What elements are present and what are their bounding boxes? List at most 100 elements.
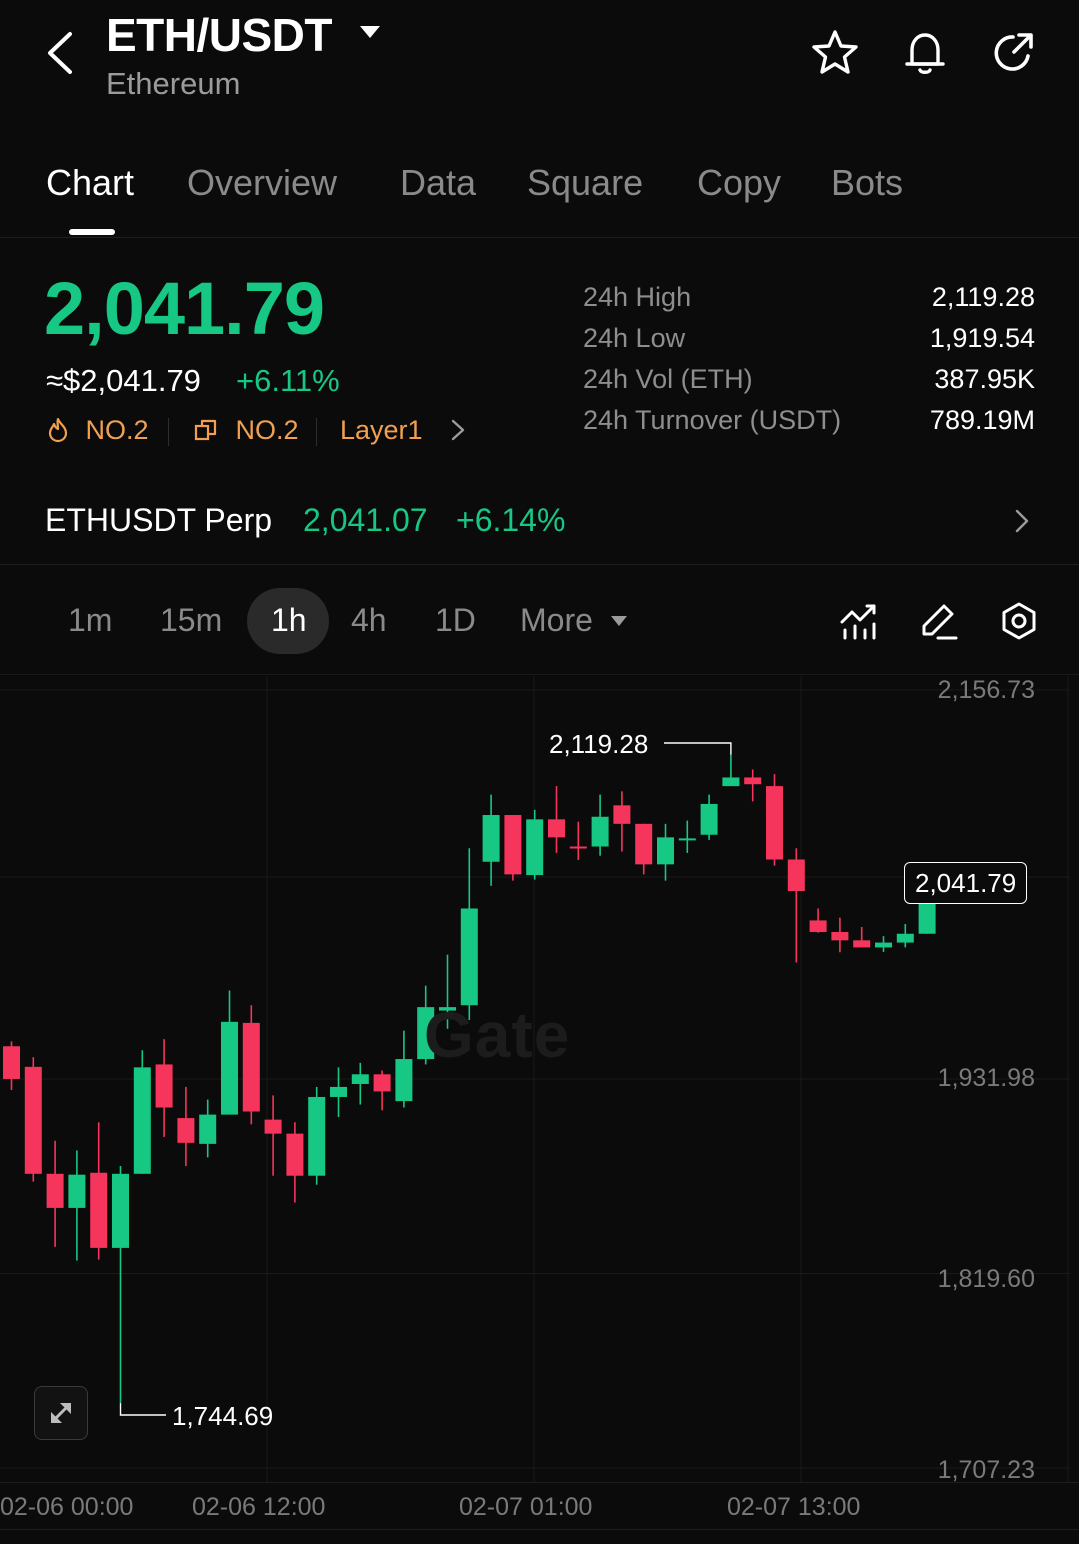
interval-15m[interactable]: 15m [160, 602, 223, 638]
active-interval-pill [247, 588, 329, 654]
share-icon[interactable] [988, 28, 1038, 78]
candle-body [875, 942, 892, 948]
draw-pencil-icon[interactable] [918, 600, 960, 642]
interval-more[interactable]: More [520, 602, 628, 639]
candle-body [700, 803, 718, 835]
interval-1m[interactable]: 1m [68, 602, 113, 638]
stat-vol-value: 387.95K [934, 364, 1035, 394]
y-tick-label: 1,931.98 [937, 1064, 1035, 1092]
chart-canvas [0, 676, 1070, 1482]
interval-1h[interactable]: 1h [271, 602, 307, 638]
candle-body [809, 920, 827, 933]
stat-vol-label: 24h Vol (ETH) [583, 364, 753, 394]
candle-body [264, 1119, 282, 1134]
rank-tag-label: NO.2 [85, 415, 149, 445]
rank-tag-hot[interactable]: NO.2 [46, 415, 149, 446]
indicator-icon[interactable] [838, 600, 880, 642]
candle-body [112, 1173, 129, 1248]
perp-change: +6.14% [456, 502, 566, 538]
candle-body [918, 898, 936, 934]
time-axis: 02-06 00:00 02-06 12:00 02-07 01:00 02-0… [0, 1482, 1079, 1530]
candle-body [526, 819, 544, 876]
perp-name: ETHUSDT Perp [45, 502, 273, 538]
stat-turnover-label: 24h Turnover (USDT) [583, 405, 842, 435]
tab-square[interactable]: Square [527, 162, 644, 203]
candle-body [613, 805, 631, 824]
candle-body [460, 908, 478, 1006]
price-change: +6.11% [236, 363, 340, 398]
tab-overview[interactable]: Overview [187, 162, 338, 203]
pair-title[interactable]: ETH/USDT [106, 9, 333, 61]
pair-name: Ethereum [106, 66, 241, 101]
candle-body [395, 1059, 413, 1102]
candle-body [24, 1066, 42, 1174]
tab-data[interactable]: Data [400, 162, 477, 203]
tab-chart[interactable]: Chart [46, 162, 135, 203]
candle-body [90, 1172, 108, 1248]
candle-body [569, 846, 587, 849]
candlestick-chart[interactable]: Gate 2,156.73 1,931.98 1,819.60 1,707.23… [0, 676, 1079, 1482]
low-price-label: 1,744.69 [172, 1401, 274, 1431]
candle-body [853, 940, 871, 948]
interval-more-label: More [520, 602, 593, 638]
candle-body [678, 838, 696, 841]
candle-body [439, 1007, 456, 1011]
back-icon[interactable] [40, 28, 84, 78]
candle-body [548, 819, 565, 838]
candle-body [744, 777, 762, 785]
stat-turnover-value: 789.19M [929, 405, 1035, 435]
y-tick-label: 2,156.73 [937, 676, 1035, 704]
candle-body [373, 1074, 391, 1092]
candle-body [155, 1064, 173, 1108]
fullscreen-button[interactable] [34, 1386, 88, 1440]
candle-body [787, 859, 805, 891]
candle-body [221, 1021, 238, 1115]
candle-body [766, 786, 783, 860]
y-tick-label: 1,819.60 [937, 1265, 1035, 1293]
perp-row[interactable]: ETHUSDT Perp 2,041.07 +6.14% [0, 480, 1079, 565]
candle-body [635, 823, 653, 865]
active-tab-indicator [69, 229, 115, 235]
x-tick-label: 02-06 12:00 [192, 1493, 326, 1521]
candle-body [482, 815, 500, 862]
expand-icon [51, 1403, 71, 1423]
low-price-pointer [119, 1403, 166, 1416]
interval-1d[interactable]: 1D [435, 602, 476, 638]
candle-body [722, 777, 740, 787]
candle-body [308, 1096, 326, 1176]
candle-body [351, 1074, 369, 1084]
star-icon[interactable] [810, 28, 860, 78]
x-tick-label: 02-07 01:00 [459, 1493, 593, 1521]
last-price: 2,041.79 [44, 267, 325, 350]
cube-icon [194, 419, 217, 441]
stat-high-value: 2,119.28 [931, 282, 1035, 312]
stat-high-label: 24h High [583, 282, 692, 312]
caret-down-icon[interactable] [358, 24, 382, 40]
y-tick-label: 1,707.23 [937, 1456, 1035, 1482]
tab-bots[interactable]: Bots [831, 162, 904, 203]
candle-body [504, 815, 522, 875]
header: ETH/USDT Ethereum [0, 0, 1079, 130]
divider [168, 418, 169, 446]
bell-icon[interactable] [900, 28, 950, 78]
candle-body [199, 1114, 217, 1144]
category-tag[interactable]: Layer1 [340, 415, 466, 446]
category-tag-label: Layer1 [340, 415, 423, 445]
stat-low-value: 1,919.54 [929, 323, 1035, 353]
flame-icon [48, 417, 68, 443]
interval-4h[interactable]: 4h [351, 602, 387, 638]
x-tick-label: 02-06 00:00 [0, 1493, 134, 1521]
perp-price: 2,041.07 [303, 502, 428, 538]
candle-body [657, 837, 674, 865]
candle-body [591, 816, 609, 847]
chevron-right-icon [1015, 509, 1029, 533]
candle-body [242, 1022, 260, 1112]
candle-body [896, 933, 914, 943]
caret-down-icon [610, 616, 627, 626]
tab-copy[interactable]: Copy [697, 162, 782, 203]
rank-tag-marketcap[interactable]: NO.2 [194, 415, 299, 446]
settings-icon[interactable] [998, 600, 1040, 642]
high-price-label: 2,119.28 [549, 729, 649, 759]
candle-body [133, 1067, 151, 1174]
interval-bar: 1m 15m 1h 4h 1D More [0, 580, 1079, 675]
